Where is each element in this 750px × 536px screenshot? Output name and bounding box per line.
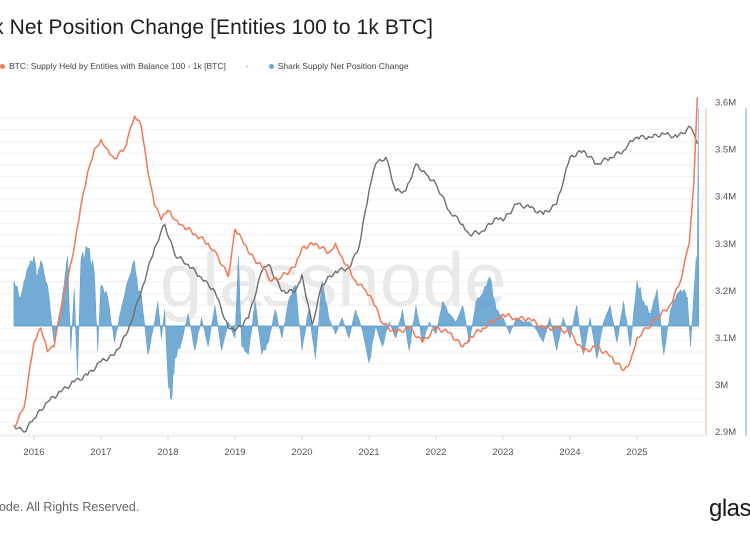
y-tick-label: 3.3M (715, 239, 736, 250)
price-line (13, 125, 698, 433)
watermark: glassnode (160, 238, 507, 323)
x-tick-label: 2018 (157, 447, 178, 458)
x-tick-label: 2024 (559, 447, 580, 458)
legend: BTC: Supply Held by Entities with Balanc… (0, 61, 409, 71)
net-change-area-layer (13, 107, 700, 401)
supply-line-layer (13, 97, 699, 428)
legend-dot-supply (0, 63, 5, 69)
x-axis: 2016 2017 2018 2019 2020 2021 2022 2023 2024 2025 (23, 436, 648, 458)
x-tick-label: 2023 (492, 447, 513, 458)
x-tick-label: 2017 (90, 447, 111, 458)
x-tick-label: 2016 (23, 447, 44, 458)
y-axis-right: 3.6M 3.5M 3.4M 3.3M 3.2M 3.1M 3M 2.9M (715, 98, 736, 439)
glassnode-logo: glas (709, 495, 750, 522)
legend-item-net-change[interactable]: Shark Supply Net Position Change (268, 61, 409, 71)
y-tick-label: 3.2M (715, 286, 736, 297)
legend-label-supply: BTC: Supply Held by Entities with Balanc… (9, 61, 226, 71)
y-tick-label: 3.6M (715, 98, 736, 109)
y-tick-label: 3.4M (715, 192, 736, 203)
grid-lines (0, 117, 704, 437)
chart-title: rk Net Position Change [Entities 100 to … (0, 16, 434, 39)
copyright-footer: node. All Rights Reserved. (0, 500, 140, 514)
net-change-area (13, 107, 700, 401)
supply-line (13, 97, 699, 428)
x-tick-label: 2020 (291, 447, 312, 458)
y-tick-label: 3.5M (715, 145, 736, 156)
price-line-layer (13, 125, 698, 433)
x-tick-label: 2021 (358, 447, 379, 458)
x-tick-label: 2019 (224, 447, 245, 458)
y-tick-label: 3M (715, 380, 728, 391)
y-tick-label: 2.9M (715, 427, 736, 438)
legend-dot-net-change (268, 63, 274, 69)
x-tick-label: 2025 (626, 447, 647, 458)
y-tick-label: 3.1M (715, 333, 736, 344)
legend-label-net-change: Shark Supply Net Position Change (277, 61, 409, 71)
x-tick-label: 2022 (425, 447, 446, 458)
legend-separator: - (245, 61, 249, 71)
legend-item-supply[interactable]: BTC: Supply Held by Entities with Balanc… (0, 61, 226, 71)
